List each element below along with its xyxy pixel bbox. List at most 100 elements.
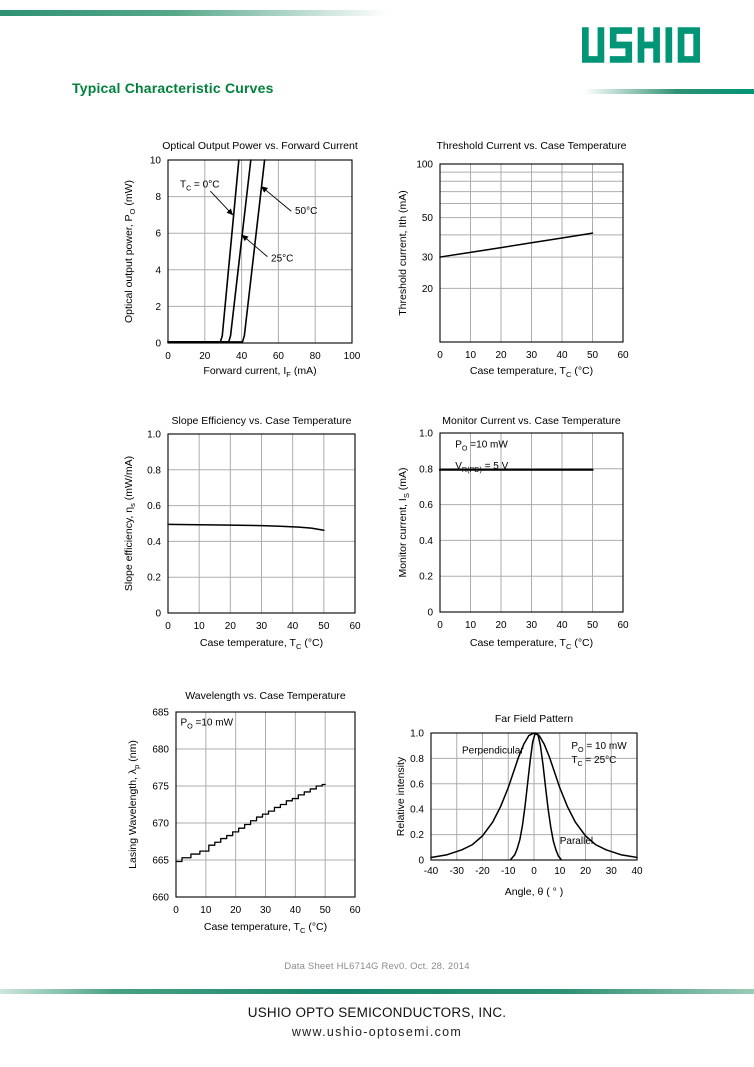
optical-output-power-vs-forward-current-ylabel: Optical output power, PO (mW) <box>123 180 137 323</box>
slope-efficiency-vs-case-temperature-ytick-0.2: 0.2 <box>147 573 161 584</box>
optical-output-power-vs-forward-current-ytick-4: 4 <box>155 265 161 276</box>
optical-output-power-vs-forward-current-series-2 <box>167 159 266 343</box>
far-field-pattern-grid <box>431 733 637 860</box>
slope-efficiency-vs-case-temperature-xtick-50: 50 <box>318 621 330 632</box>
wavelength-vs-case-temperature-ylabel: Lasing Wavelength, λp (nm) <box>127 740 141 869</box>
monitor-current-vs-case-temperature-ytick-1.0: 1.0 <box>419 429 433 440</box>
threshold-current-vs-case-temperature-ytick-20: 20 <box>422 284 434 295</box>
slope-efficiency-vs-case-temperature-xtick-0: 0 <box>165 621 171 632</box>
slope-efficiency-vs-case-temperature-ytick-0.4: 0.4 <box>147 537 161 548</box>
wavelength-vs-case-temperature-xtick-30: 30 <box>260 905 272 916</box>
threshold-current-vs-case-temperature-xtick-10: 10 <box>465 350 477 361</box>
wavelength-vs-case-temperature-ytick-665: 665 <box>152 856 169 867</box>
logo-underline-bar <box>584 89 754 94</box>
bottom-accent-bar <box>0 989 754 994</box>
optical-output-power-vs-forward-current-ytick-0: 0 <box>155 339 161 350</box>
wavelength-vs-case-temperature-xtick-60: 60 <box>349 905 361 916</box>
far-field-pattern-ytick-0.4: 0.4 <box>410 805 424 816</box>
threshold-current-vs-case-temperature-ytick-50: 50 <box>422 213 434 224</box>
wavelength-vs-case-temperature-plot-border <box>175 711 356 898</box>
monitor-current-vs-case-temperature-xlabel: Case temperature, TC (°C) <box>470 637 593 651</box>
optical-output-power-vs-forward-current-title: Optical Output Power vs. Forward Current <box>162 140 358 152</box>
company-name: USHIO OPTO SEMICONDUCTORS, INC. <box>247 1005 507 1020</box>
chart-wavelength-vs-case-temperature: Wavelength vs. Case Temperature 0 10 20 30 40… <box>60 685 382 946</box>
optical-output-power-vs-forward-current-xlabel: Forward current, IF (mA) <box>203 365 316 379</box>
optical-output-power-vs-forward-current-grid <box>168 160 352 343</box>
chart-slope-efficiency-vs-case-temperature: Slope Efficiency vs. Case Temperature 0 10… <box>60 410 382 665</box>
slope-efficiency-vs-case-temperature-plot-border <box>167 433 356 614</box>
chart-monitor-current-vs-case-temperature: Monitor Current vs. Case Temperature 0 10 2… <box>388 410 722 665</box>
threshold-current-vs-case-temperature-xtick-30: 30 <box>526 350 538 361</box>
optical-output-power-vs-forward-current-annotation-arrow-0 <box>209 190 234 216</box>
far-field-pattern-xtick-20: 20 <box>580 866 592 877</box>
far-field-pattern-xtick--20: -20 <box>475 866 490 877</box>
far-field-pattern-xtick--30: -30 <box>450 866 465 877</box>
threshold-current-vs-case-temperature-series-0 <box>439 232 594 258</box>
website-url: www.ushio-optosemi.com <box>291 1025 463 1039</box>
slope-efficiency-vs-case-temperature-ytick-0.8: 0.8 <box>147 465 161 476</box>
far-field-pattern-annotation-2: PO = 10 mW <box>571 741 627 754</box>
optical-output-power-vs-forward-current-ytick-8: 8 <box>155 192 161 203</box>
wavelength-vs-case-temperature-annotation-0: PO =10 mW <box>180 717 233 730</box>
far-field-pattern-xtick-10: 10 <box>554 866 566 877</box>
optical-output-power-vs-forward-current-ytick-2: 2 <box>155 302 161 313</box>
monitor-current-vs-case-temperature-ytick-0.6: 0.6 <box>419 500 433 511</box>
wavelength-vs-case-temperature-xlabel: Case temperature, TC (°C) <box>204 921 327 935</box>
wavelength-vs-case-temperature-grid <box>176 712 355 897</box>
wavelength-vs-case-temperature-xtick-20: 20 <box>230 905 242 916</box>
chart-optical-output-power-vs-forward-current: Optical Output Power vs. Forward Current… <box>60 134 382 393</box>
far-field-pattern-annotation-1: Parallel <box>560 836 593 847</box>
wavelength-vs-case-temperature-xtick-40: 40 <box>290 905 302 916</box>
far-field-pattern-xtick-0: 0 <box>531 866 537 877</box>
wavelength-vs-case-temperature-xtick-10: 10 <box>200 905 212 916</box>
far-field-pattern-xtick-40: 40 <box>631 866 643 877</box>
monitor-current-vs-case-temperature-xtick-50: 50 <box>587 620 599 631</box>
wavelength-vs-case-temperature-ytick-685: 685 <box>152 708 169 719</box>
optical-output-power-vs-forward-current-annotation-arrow-2 <box>241 234 268 257</box>
optical-output-power-vs-forward-current-ytick-10: 10 <box>150 156 162 167</box>
threshold-current-vs-case-temperature-ytick-30: 30 <box>422 253 434 264</box>
far-field-pattern-xtick-30: 30 <box>606 866 618 877</box>
optical-output-power-vs-forward-current-xtick-80: 80 <box>310 351 322 362</box>
monitor-current-vs-case-temperature-grid <box>440 433 623 612</box>
far-field-pattern-annotation-3: TC = 25°C <box>571 755 616 768</box>
threshold-current-vs-case-temperature-xtick-60: 60 <box>617 350 629 361</box>
threshold-current-vs-case-temperature-svg: Threshold Current vs. Case Temperature 0 1… <box>397 140 629 379</box>
slope-efficiency-vs-case-temperature-xlabel: Case temperature, TC (°C) <box>200 637 323 651</box>
monitor-current-vs-case-temperature-plot-border <box>439 432 624 613</box>
wavelength-vs-case-temperature-ytick-670: 670 <box>152 819 169 830</box>
slope-efficiency-vs-case-temperature-ytick-0: 0 <box>155 609 161 620</box>
optical-output-power-vs-forward-current-annotation-arrow-1 <box>261 186 292 212</box>
slope-efficiency-vs-case-temperature-ylabel: Slope efficiency, ηs (mW/mA) <box>123 456 137 591</box>
slope-efficiency-vs-case-temperature-grid <box>168 434 355 613</box>
chart-threshold-current-vs-case-temperature: Threshold Current vs. Case Temperature 0 1… <box>388 134 722 393</box>
monitor-current-vs-case-temperature-svg: Monitor Current vs. Case Temperature 0 10 2… <box>397 415 629 651</box>
far-field-pattern-series-1 <box>510 732 562 861</box>
monitor-current-vs-case-temperature-ytick-0.2: 0.2 <box>419 572 433 583</box>
wavelength-vs-case-temperature-xtick-50: 50 <box>320 905 332 916</box>
slope-efficiency-vs-case-temperature-xtick-40: 40 <box>287 621 299 632</box>
far-field-pattern-ytick-1.0: 1.0 <box>410 729 424 740</box>
optical-output-power-vs-forward-current-xtick-100: 100 <box>344 351 361 362</box>
threshold-current-vs-case-temperature-xtick-20: 20 <box>495 350 507 361</box>
threshold-current-vs-case-temperature-xtick-50: 50 <box>587 350 599 361</box>
far-field-pattern-annotation-0: Perpendicular <box>462 745 524 756</box>
wavelength-vs-case-temperature-ytick-675: 675 <box>152 782 169 793</box>
monitor-current-vs-case-temperature-xtick-30: 30 <box>526 620 538 631</box>
monitor-current-vs-case-temperature-annotation-1: VR(PD) = 5 V <box>455 461 508 474</box>
monitor-current-vs-case-temperature-ytick-0.8: 0.8 <box>419 464 433 475</box>
optical-output-power-vs-forward-current-xtick-40: 40 <box>236 351 248 362</box>
threshold-current-vs-case-temperature-xlabel: Case temperature, TC (°C) <box>470 365 593 379</box>
wavelength-vs-case-temperature-title: Wavelength vs. Case Temperature <box>185 690 346 702</box>
slope-efficiency-vs-case-temperature-ytick-0.6: 0.6 <box>147 501 161 512</box>
optical-output-power-vs-forward-current-annotation-0: TC = 0°C <box>180 179 220 192</box>
far-field-pattern-ylabel: Relative intensity <box>395 756 407 836</box>
threshold-current-vs-case-temperature-plot-border <box>439 163 624 343</box>
wavelength-vs-case-temperature-xtick-0: 0 <box>173 905 179 916</box>
threshold-current-vs-case-temperature-ylabel: Threshold current, Ith (mA) <box>397 190 409 315</box>
monitor-current-vs-case-temperature-xtick-10: 10 <box>465 620 477 631</box>
slope-efficiency-vs-case-temperature-ytick-1.0: 1.0 <box>147 430 161 441</box>
threshold-current-vs-case-temperature-xtick-0: 0 <box>437 350 443 361</box>
monitor-current-vs-case-temperature-ytick-0: 0 <box>427 608 433 619</box>
